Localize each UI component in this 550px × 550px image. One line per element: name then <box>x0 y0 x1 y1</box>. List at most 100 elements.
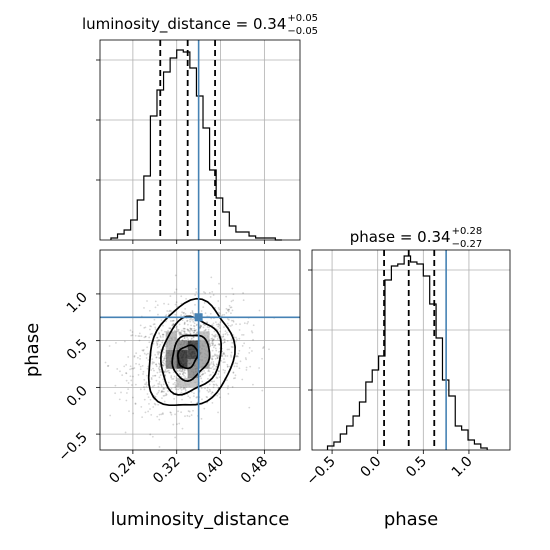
joint-density-cell <box>187 359 199 379</box>
joint-sample-point <box>176 370 179 372</box>
joint-sample-point <box>214 336 216 338</box>
joint-sample-point <box>224 355 227 357</box>
joint-sample-point <box>191 337 193 340</box>
joint-sample-point <box>158 351 161 354</box>
joint-sample-point <box>158 383 161 385</box>
joint-sample-point <box>129 375 132 378</box>
joint-ytick-label: 1.0 <box>64 289 91 316</box>
joint-sample-point <box>193 392 195 395</box>
joint-sample-point <box>186 328 189 331</box>
joint-sample-point <box>192 409 194 412</box>
joint-sample-point <box>219 330 221 333</box>
joint-sample-point <box>217 343 220 346</box>
joint-sample-point <box>130 384 133 386</box>
joint-sample-point <box>168 371 170 374</box>
joint-sample-point <box>147 410 150 413</box>
joint-sample-point <box>143 326 146 329</box>
joint-sample-point <box>183 321 186 324</box>
joint-sample-point <box>200 417 203 420</box>
joint-sample-point <box>175 301 178 304</box>
joint-density-cell <box>176 340 188 350</box>
joint-sample-point <box>209 345 211 348</box>
joint-sample-point <box>144 411 147 414</box>
joint-sample-point <box>167 329 169 332</box>
joint-sample-point <box>218 393 221 395</box>
joint-sample-point <box>190 324 192 327</box>
joint-sample-point <box>226 333 229 336</box>
joint-sample-point <box>157 339 160 341</box>
joint-sample-point <box>173 291 176 294</box>
joint-sample-point <box>153 369 155 372</box>
joint-sample-point <box>236 354 238 357</box>
joint-sample-point <box>178 368 181 371</box>
joint-sample-point <box>180 295 183 298</box>
joint-sample-point <box>190 327 193 330</box>
joint-sample-point <box>182 330 185 333</box>
joint-density-cell <box>165 350 177 369</box>
joint-sample-point <box>214 321 217 324</box>
joint-sample-point <box>153 318 156 321</box>
joint-sample-point <box>192 312 194 315</box>
joint-sample-point <box>142 349 145 352</box>
joint-sample-point <box>156 336 159 339</box>
joint-sample-point <box>223 371 226 374</box>
joint-sample-point <box>188 410 191 413</box>
joint-density-cell <box>176 378 199 388</box>
joint-sample-point <box>109 414 112 417</box>
joint-sample-point <box>174 274 177 277</box>
joint-xtick-label: 0.24 <box>106 453 139 486</box>
joint-sample-point <box>127 382 130 384</box>
phase-hist-xlabel: phase <box>384 509 438 530</box>
joint-density-cell <box>198 331 210 341</box>
joint-sample-point <box>131 334 134 337</box>
joint-sample-point <box>187 323 189 326</box>
joint-sample-point <box>174 383 177 386</box>
joint-sample-point <box>204 292 207 294</box>
joint-sample-point <box>149 328 151 331</box>
joint-sample-point <box>222 335 225 338</box>
joint-density-cell <box>198 340 210 369</box>
joint-sample-point <box>226 355 229 357</box>
joint-sample-point <box>249 365 252 368</box>
joint-sample-point <box>199 325 202 328</box>
joint-sample-point <box>248 346 251 349</box>
joint-sample-point <box>178 331 181 333</box>
joint-sample-point <box>193 329 196 332</box>
joint-sample-point <box>185 389 187 392</box>
joint-sample-point <box>222 335 224 338</box>
joint-sample-point <box>215 354 218 356</box>
joint-sample-point <box>209 295 212 298</box>
joint-sample-point <box>160 391 163 394</box>
joint-sample-point <box>183 332 186 335</box>
joint-sample-point <box>217 355 220 358</box>
joint-sample-point <box>144 335 147 338</box>
joint-density <box>165 331 210 388</box>
joint-sample-point <box>181 311 183 314</box>
joint-sample-point <box>230 300 233 303</box>
joint-sample-point <box>158 413 161 416</box>
joint-sample-point <box>162 364 165 367</box>
joint-sample-point <box>203 291 205 293</box>
joint-sample-point <box>188 415 191 418</box>
joint-sample-point <box>162 388 165 391</box>
joint-sample-point <box>218 312 221 315</box>
joint-sample-point <box>134 403 137 405</box>
joint-sample-point <box>227 310 230 313</box>
joint-sample-point <box>183 368 186 371</box>
joint-sample-point <box>215 366 218 368</box>
joint-sample-point <box>174 388 177 391</box>
joint-sample-point <box>201 398 203 401</box>
joint-sample-point <box>262 346 265 348</box>
joint-sample-point <box>178 333 181 336</box>
joint-sample-point <box>245 358 248 361</box>
joint-sample-point <box>216 355 218 358</box>
joint-sample-point <box>163 357 166 360</box>
joint-sample-point <box>170 413 173 416</box>
joint-sample-point <box>216 323 218 326</box>
joint-sample-point <box>139 357 141 360</box>
joint-sample-point <box>160 413 163 416</box>
joint-sample-point <box>165 392 168 395</box>
joint-sample-point <box>118 398 121 401</box>
joint-sample-point <box>226 339 229 342</box>
joint-sample-point <box>170 375 173 377</box>
